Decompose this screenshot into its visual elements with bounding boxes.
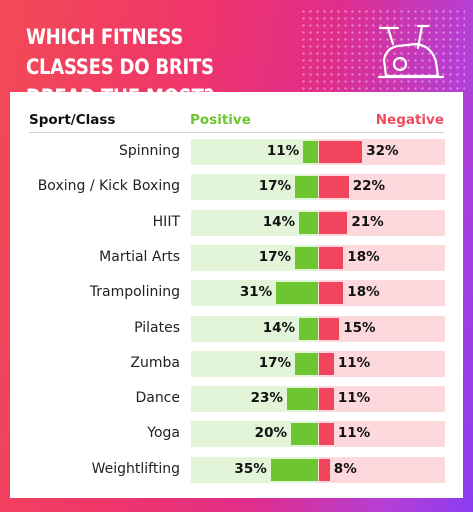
category-label: Pilates — [134, 319, 180, 336]
negative-value-label: 22% — [352, 178, 386, 195]
positive-track — [191, 139, 318, 165]
positive-bar — [299, 317, 318, 340]
negative-bar — [319, 246, 344, 269]
positive-bar — [286, 388, 318, 411]
negative-bar — [319, 211, 348, 234]
positive-bar — [276, 282, 318, 305]
positive-bar — [270, 458, 318, 481]
negative-value-label: 15% — [343, 319, 376, 336]
negative-value-label: 11% — [337, 354, 371, 371]
positive-bar — [295, 352, 318, 375]
negative-bar — [319, 423, 334, 446]
negative-value-label: 8% — [333, 460, 357, 477]
negative-value-label: 11% — [337, 390, 371, 407]
chart-row: Boxing / Kick Boxing 17% 22% — [0, 174, 473, 201]
negative-bar — [319, 176, 349, 199]
positive-value-label: 17% — [258, 178, 292, 195]
category-label: HIIT — [152, 213, 180, 230]
positive-value-label: 14% — [262, 213, 296, 230]
positive-track — [191, 209, 318, 236]
negative-bar — [319, 282, 344, 305]
positive-track — [191, 315, 318, 342]
category-label: Weightlifting — [91, 460, 180, 477]
chart-row: Dance 23% 11% — [0, 386, 473, 413]
legend-negative: Negative — [375, 112, 444, 128]
positive-value-label: 17% — [258, 248, 292, 265]
negative-bar — [319, 388, 334, 411]
positive-value-label: 35% — [234, 460, 267, 477]
negative-track — [318, 456, 445, 483]
positive-bar — [295, 246, 318, 269]
positive-value-label: 17% — [258, 354, 292, 371]
negative-track — [318, 421, 445, 448]
negative-value-label: 11% — [337, 425, 371, 442]
category-label: Boxing / Kick Boxing — [37, 178, 180, 195]
negative-value-label: 21% — [351, 213, 384, 230]
negative-track — [318, 350, 445, 377]
positive-bar — [303, 141, 318, 163]
positive-value-label: 11% — [266, 143, 300, 159]
positive-value-label: 14% — [262, 319, 296, 336]
positive-value-label: 20% — [254, 425, 287, 442]
negative-value-label: 18% — [347, 248, 380, 265]
category-label: Trampolining — [89, 284, 180, 301]
chart-row: Spinning 11% 32% — [0, 139, 473, 165]
negative-bar — [319, 141, 363, 163]
positive-bar — [295, 176, 318, 199]
negative-bar — [319, 317, 340, 340]
chart-row: Martial Arts 17% 18% — [0, 244, 473, 271]
category-label: Martial Arts — [99, 248, 180, 265]
category-label: Spinning — [118, 143, 180, 159]
negative-track — [318, 386, 445, 413]
category-label: Zumba — [130, 354, 180, 371]
category-label: Dance — [135, 390, 180, 407]
positive-value-label: 23% — [250, 390, 283, 407]
negative-bar — [319, 352, 334, 375]
chart-row: Zumba 17% 11% — [0, 350, 473, 377]
category-label: Yoga — [147, 425, 180, 442]
negative-value-label: 18% — [347, 284, 380, 301]
chart-row: Pilates 14% 15% — [0, 315, 473, 342]
negative-value-label: 32% — [366, 143, 399, 159]
legend-positive: Positive — [190, 112, 251, 128]
negative-bar — [319, 458, 330, 481]
header-divider — [29, 132, 444, 133]
positive-bar — [291, 423, 318, 446]
chart-row: Weightlifting 35% 8% — [0, 456, 473, 483]
exercise-bike-icon — [377, 24, 445, 79]
positive-value-label: 31% — [239, 284, 273, 301]
positive-bar — [299, 211, 318, 234]
chart-row: Yoga 20% 11% — [0, 421, 473, 448]
chart-row: HIIT 14% 21% — [0, 209, 473, 236]
column-header-sport: Sport/Class — [29, 112, 116, 128]
chart-row: Trampolining 31% 18% — [0, 280, 473, 307]
